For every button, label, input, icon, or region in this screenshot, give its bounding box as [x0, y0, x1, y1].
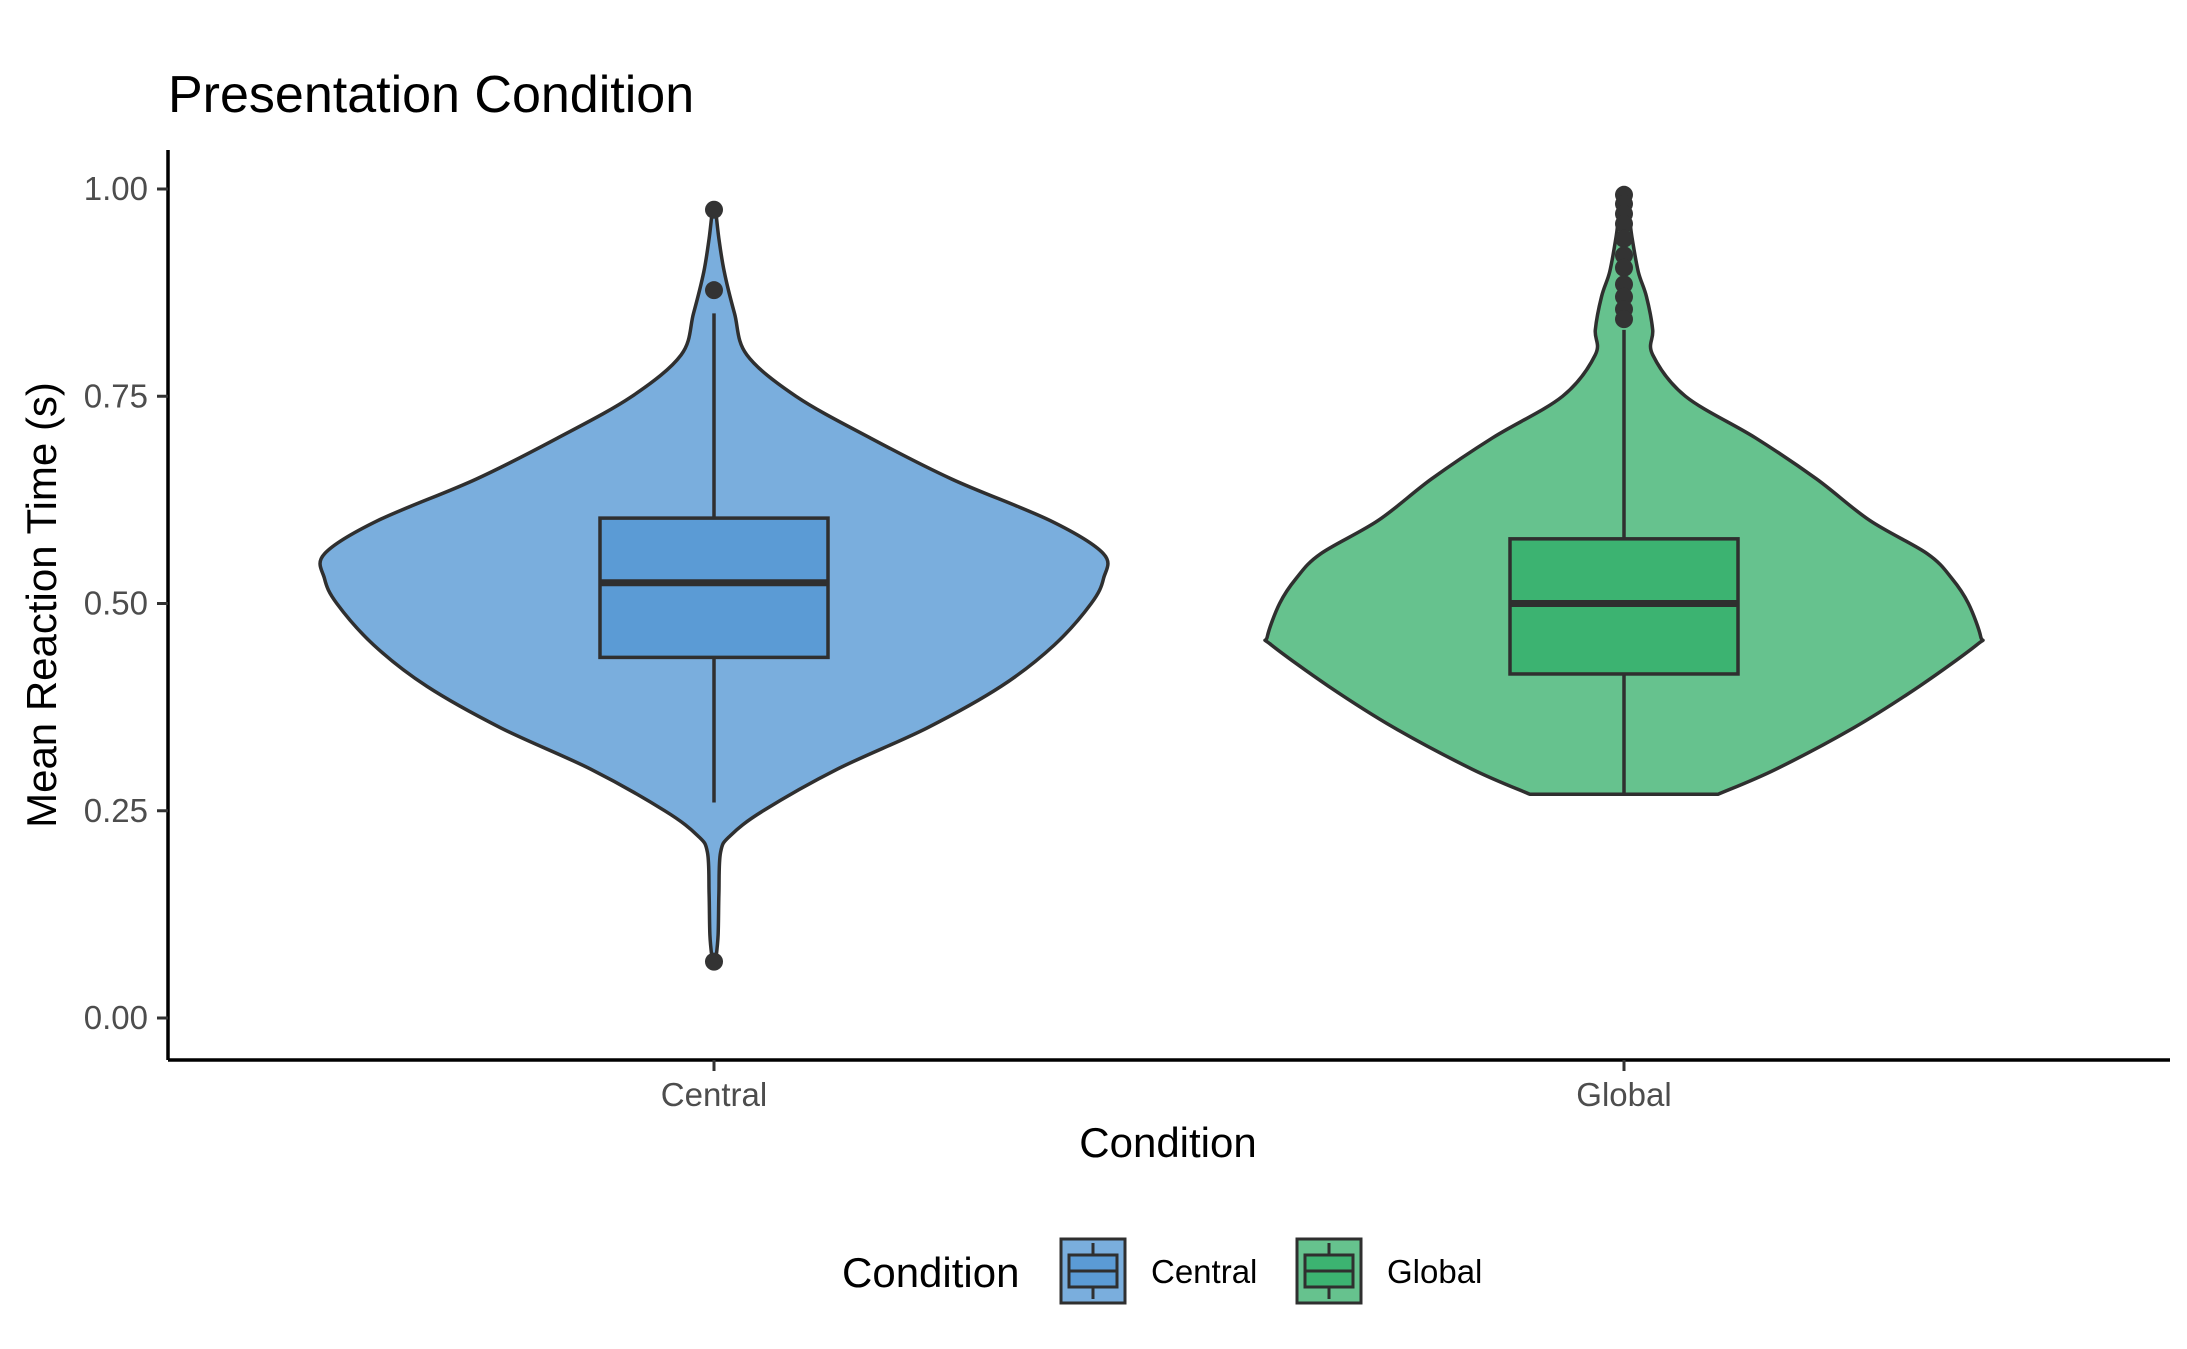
outlier-point-central	[705, 952, 723, 971]
y-tick-label: 0.00	[84, 999, 148, 1036]
legend-label-central: Central	[1151, 1253, 1257, 1290]
legend-item-global: Global	[1295, 1237, 1482, 1305]
legend-label-global: Global	[1387, 1253, 1482, 1290]
violin-group-global	[1263, 185, 1985, 796]
y-tick-label: 0.75	[84, 377, 148, 414]
outlier-point-global	[1615, 229, 1633, 248]
violin-group-central	[318, 200, 1110, 971]
outlier-point-central	[705, 200, 723, 219]
outlier-point-central	[705, 281, 723, 300]
outlier-point-global	[1615, 214, 1633, 233]
chart-title: Presentation Condition	[168, 66, 694, 124]
legend-title: Condition	[842, 1249, 1019, 1296]
y-axis-title: Mean Reaction Time (s)	[18, 382, 65, 828]
legend-item-central: Central	[1059, 1237, 1257, 1305]
outlier-point-global	[1615, 258, 1633, 277]
plot-area	[318, 185, 1985, 971]
x-axis-title: Condition	[1079, 1119, 1256, 1166]
x-tick-label: Central	[661, 1076, 767, 1113]
x-tick-label: Global	[1576, 1076, 1671, 1113]
outlier-point-global	[1615, 275, 1633, 294]
y-tick-label: 1.00	[84, 170, 148, 207]
y-axis: 0.00 0.25 0.50 0.75 1.00	[84, 150, 170, 1060]
y-tick-label: 0.25	[84, 792, 148, 829]
legend: Condition Central Global	[842, 1237, 1482, 1305]
x-axis: Central Global	[168, 1058, 2170, 1113]
outlier-point-global	[1615, 246, 1633, 265]
outlier-point-global	[1615, 287, 1633, 306]
box-central	[598, 516, 830, 660]
outlier-point-global	[1615, 310, 1633, 329]
y-tick-label: 0.50	[84, 585, 148, 622]
